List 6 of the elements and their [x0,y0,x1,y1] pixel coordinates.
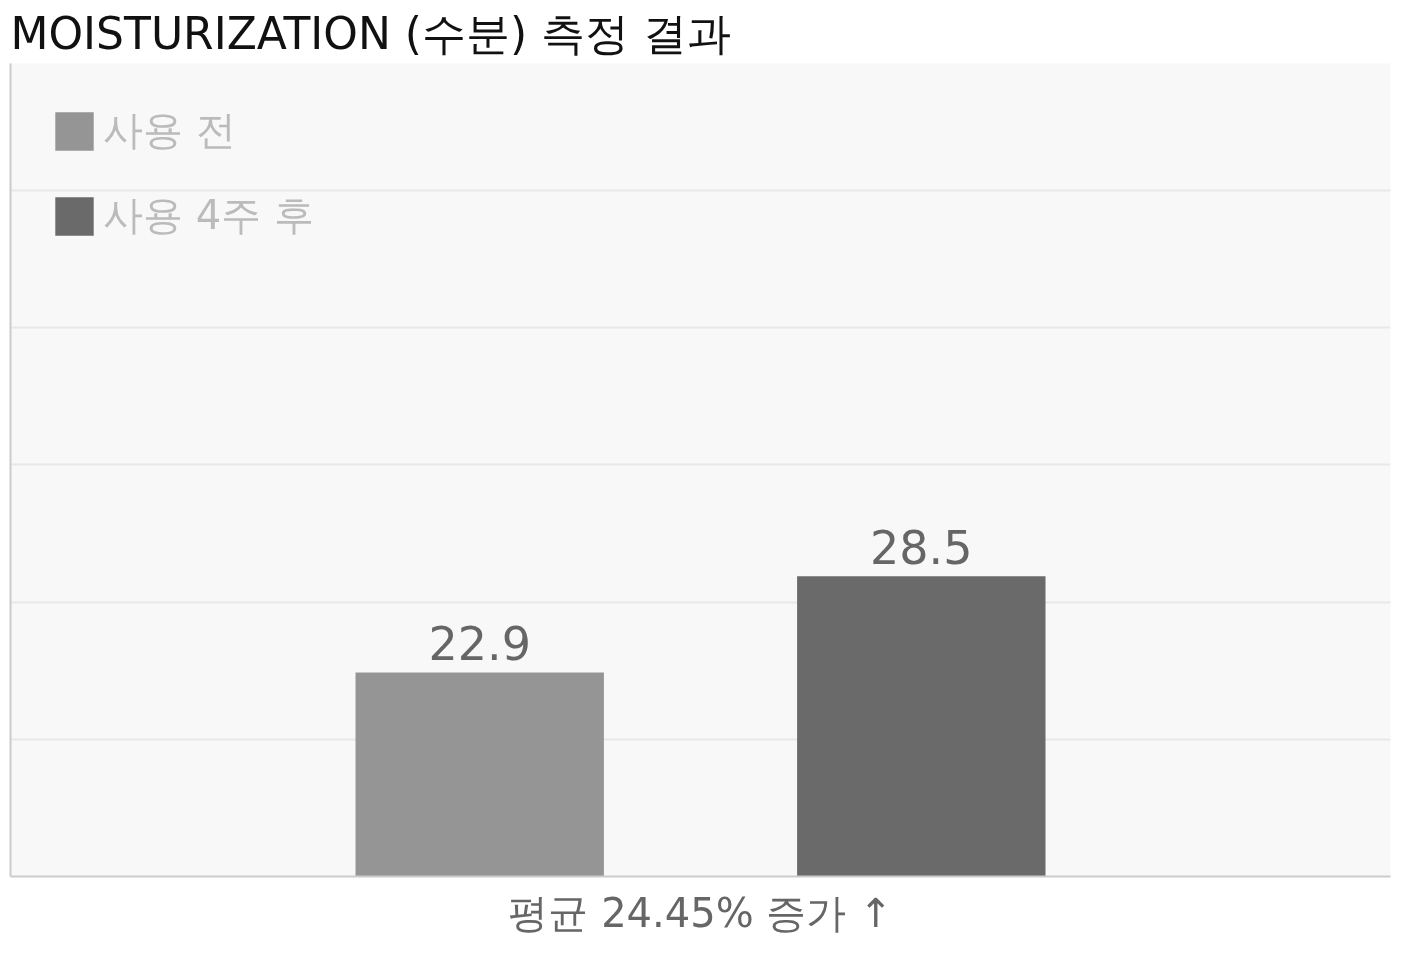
text: 평균 24.45% 증가 ↑ [508,889,893,936]
legend-label: 사용 전 [103,106,236,155]
data-label: 22.9 [428,617,531,672]
legend-label: 사용 4주 후 [103,191,314,240]
data-label: 28.5 [870,521,973,576]
chart-title: MOISTURIZATION (수분) 측정 결과 [10,7,732,59]
